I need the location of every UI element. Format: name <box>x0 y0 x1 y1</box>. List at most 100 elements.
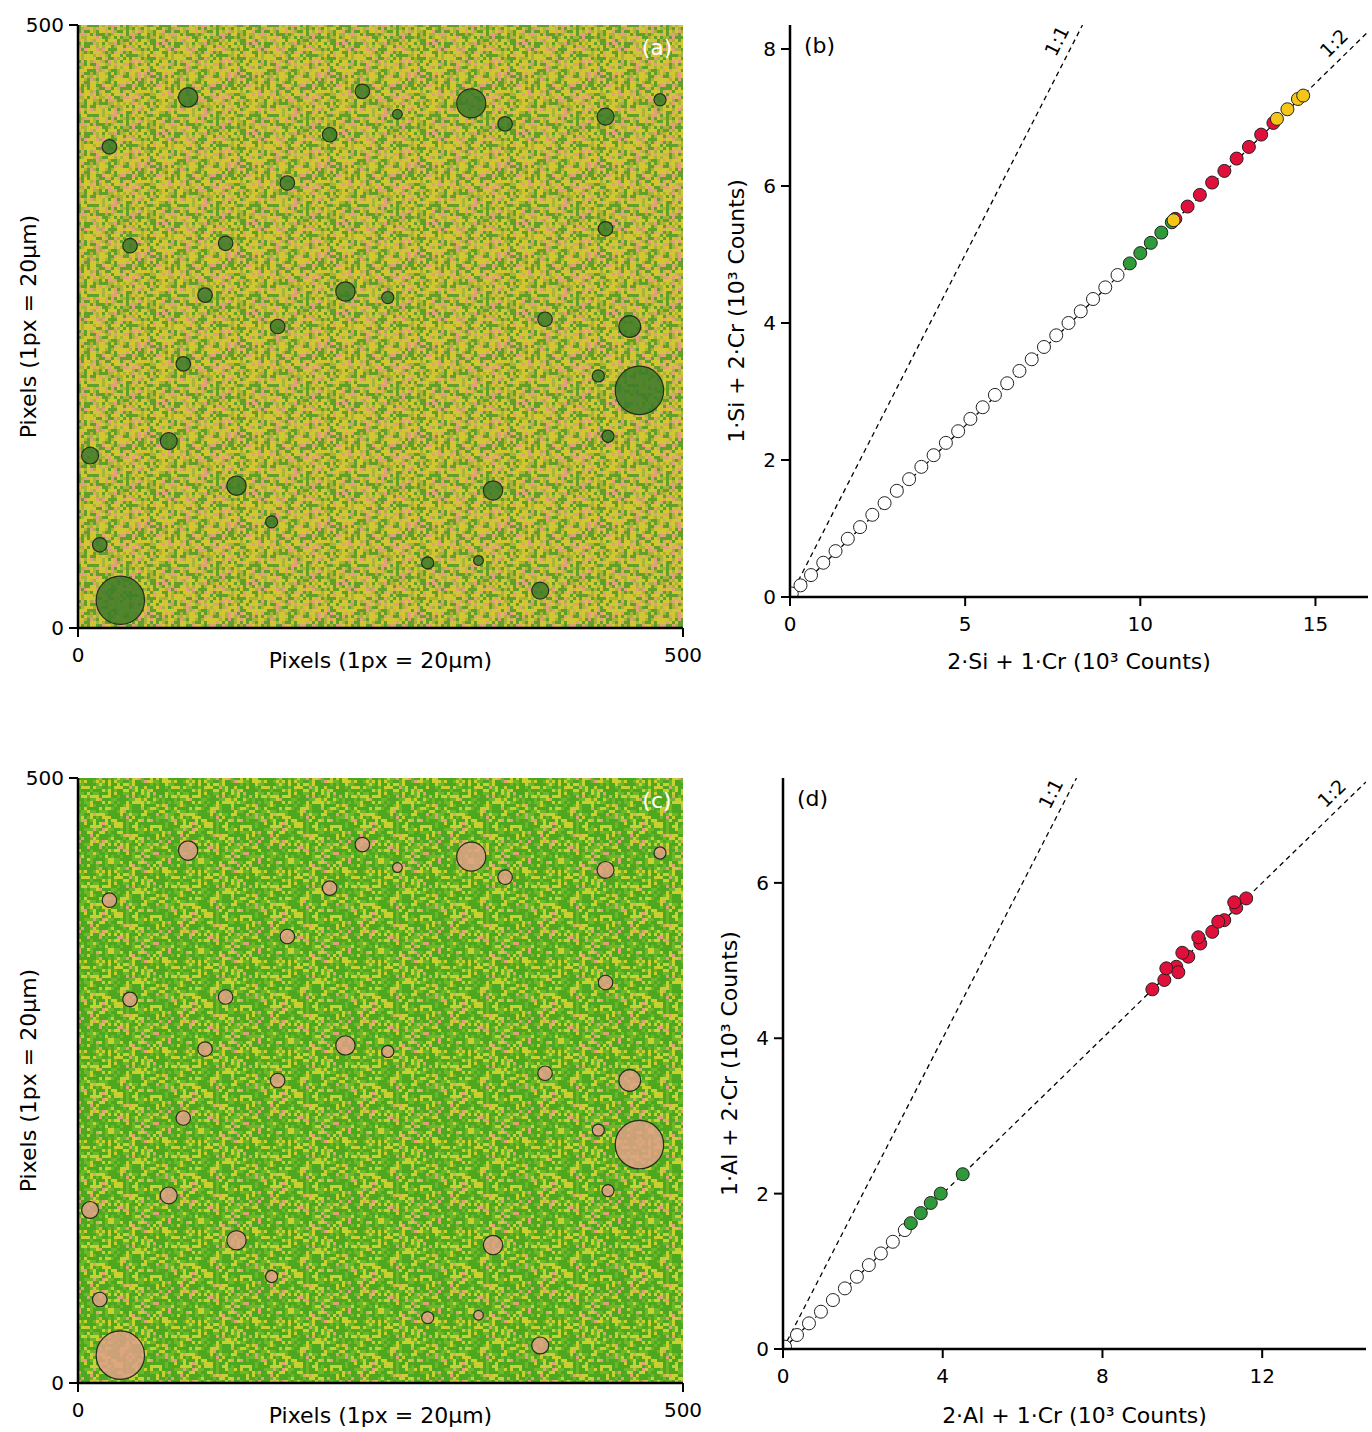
panel: (a)05000500Pixels (1px = 20μm)Pixels (1p… <box>16 13 702 673</box>
x-tick <box>1261 1349 1263 1358</box>
point <box>838 1282 851 1295</box>
y-tick-label: 6 <box>763 174 776 198</box>
point <box>1240 892 1253 905</box>
x-axis <box>78 627 683 630</box>
point <box>886 1235 899 1248</box>
grain <box>218 990 233 1005</box>
grain <box>160 1187 177 1204</box>
grain <box>355 84 370 99</box>
reference-line <box>783 782 1366 1349</box>
point <box>952 425 965 438</box>
x-tick-label: 500 <box>664 1398 702 1422</box>
panel: 1:11:2(d)0481202462·Al + 1·Cr (10³ Count… <box>717 775 1367 1428</box>
point <box>878 497 891 510</box>
point <box>1013 364 1026 377</box>
x-tick-label: 500 <box>664 643 702 667</box>
y-tick-label: 0 <box>756 1337 769 1361</box>
grain <box>82 1202 99 1219</box>
point <box>964 412 977 425</box>
point <box>914 1207 927 1220</box>
point <box>783 1340 791 1349</box>
y-tick-label: 6 <box>756 871 769 895</box>
reference-line <box>790 32 1368 597</box>
grain <box>592 1124 604 1136</box>
grain <box>266 1270 278 1282</box>
grain <box>602 430 614 442</box>
y-tick-label: 2 <box>763 448 776 472</box>
point <box>1230 152 1243 165</box>
x-axis-title: 2·Al + 1·Cr (10³ Counts) <box>942 1403 1207 1428</box>
grain <box>322 881 337 896</box>
grain <box>102 140 117 155</box>
x-tick-label: 12 <box>1249 1364 1274 1388</box>
grain <box>592 370 604 382</box>
point <box>1181 200 1194 213</box>
point <box>850 1270 863 1283</box>
reference-label: 1:2 <box>1313 775 1350 812</box>
plot-area <box>78 778 683 1383</box>
grain <box>102 893 117 908</box>
point <box>874 1247 887 1260</box>
grain <box>336 282 355 301</box>
y-tick <box>774 1037 783 1039</box>
point <box>934 1187 947 1200</box>
x-axis-title: Pixels (1px = 20μm) <box>269 1403 492 1428</box>
y-tick <box>69 1382 78 1384</box>
figure: (a)05000500Pixels (1px = 20μm)Pixels (1p… <box>0 0 1372 1432</box>
x-tick-label: 0 <box>72 1398 85 1422</box>
point <box>988 388 1001 401</box>
point <box>1176 946 1189 959</box>
grain <box>498 117 513 132</box>
grain <box>198 1042 213 1057</box>
y-tick-label: 0 <box>763 585 776 609</box>
grain <box>532 582 549 599</box>
grain <box>615 1120 663 1168</box>
point <box>1270 112 1283 125</box>
y-tick-label: 500 <box>26 766 64 790</box>
grain <box>619 1070 641 1092</box>
grain <box>615 366 663 414</box>
point <box>956 1168 969 1181</box>
y-tick <box>774 882 783 884</box>
point <box>1281 103 1294 116</box>
point <box>904 1217 917 1230</box>
grain <box>123 238 138 253</box>
grain <box>176 1111 191 1126</box>
point <box>976 401 989 414</box>
grain <box>597 861 614 878</box>
grain <box>270 1073 285 1088</box>
reference-line <box>783 778 1076 1349</box>
grain <box>176 357 191 372</box>
grain <box>178 88 197 107</box>
y-tick <box>774 1348 783 1350</box>
grain <box>532 1337 549 1354</box>
point <box>1037 340 1050 353</box>
y-axis-title: 1·Si + 2·Cr (10³ Counts) <box>724 179 749 443</box>
grain <box>654 94 666 106</box>
reference-label: 1:1 <box>1034 775 1068 812</box>
panel: (c)05000500Pixels (1px = 20μm)Pixels (1p… <box>16 766 702 1428</box>
plot-area <box>78 25 683 628</box>
grain <box>598 222 613 237</box>
y-tick <box>774 1193 783 1195</box>
grain <box>93 538 108 553</box>
phase-map <box>78 25 683 628</box>
point <box>829 545 842 558</box>
point <box>903 473 916 486</box>
grain <box>82 447 99 464</box>
x-axis <box>78 1382 683 1385</box>
grain <box>538 1066 553 1081</box>
grain <box>280 176 295 191</box>
point <box>915 460 928 473</box>
point <box>1144 236 1157 249</box>
x-tick <box>1314 597 1316 606</box>
y-tick <box>69 777 78 779</box>
point <box>924 1196 937 1209</box>
grain <box>393 863 403 873</box>
x-tick-label: 5 <box>959 612 972 636</box>
x-tick <box>942 1349 944 1358</box>
x-tick <box>1139 597 1141 606</box>
grain <box>422 1312 434 1324</box>
x-tick <box>77 628 79 637</box>
plot-area <box>790 25 1368 597</box>
